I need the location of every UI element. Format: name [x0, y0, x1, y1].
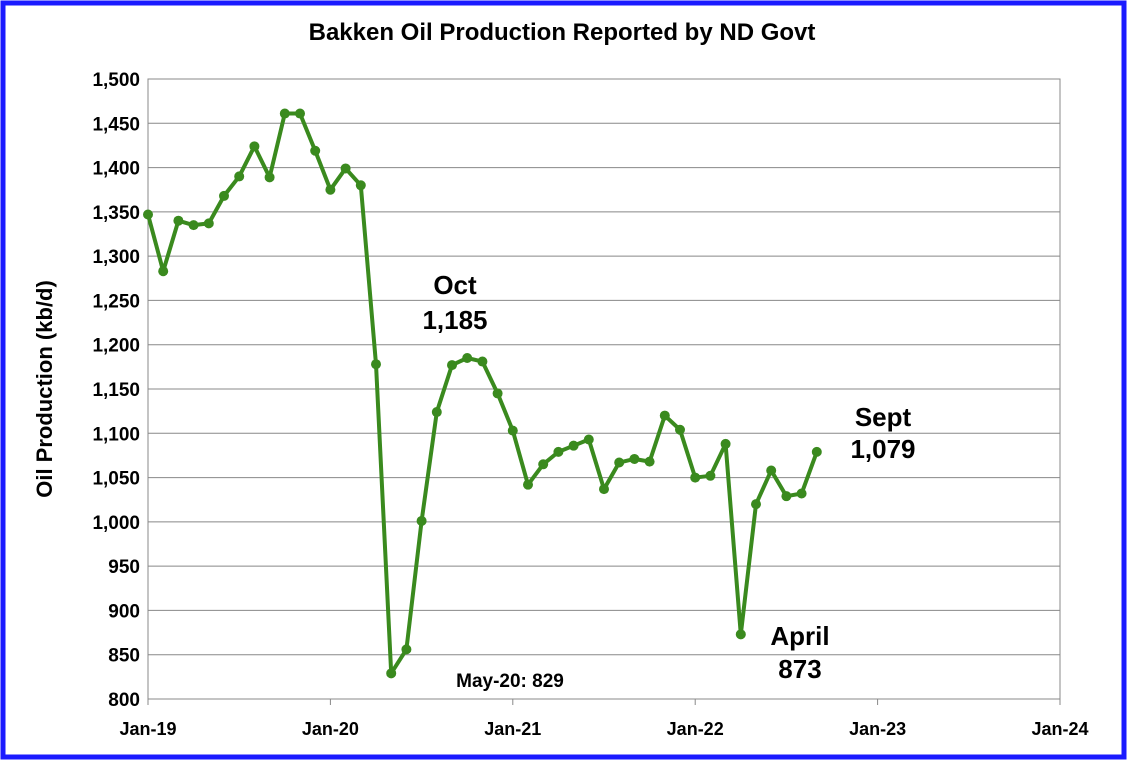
point	[295, 108, 305, 119]
annotation-value: 1,185	[422, 305, 487, 335]
x-tick-label: Jan-20	[302, 719, 359, 739]
y-tick-label: 850	[108, 646, 140, 667]
y-axis-label: Oil Production (kb/d)	[32, 280, 57, 498]
point	[523, 479, 533, 490]
point	[401, 644, 412, 655]
point	[173, 215, 184, 226]
y-tick-label: 1,000	[92, 513, 140, 534]
point	[264, 172, 275, 183]
x-tick-label: Jan-19	[119, 719, 176, 739]
point	[325, 184, 336, 195]
y-tick-label: 1,050	[92, 469, 140, 490]
annotation: Oct	[433, 270, 477, 300]
point	[659, 410, 670, 421]
annotation: May-20: 829	[456, 671, 564, 692]
point	[249, 141, 260, 152]
point	[811, 446, 822, 457]
point	[203, 218, 214, 229]
point	[477, 356, 488, 367]
y-tick-label: 1,300	[92, 247, 140, 268]
point	[492, 388, 503, 399]
point	[796, 488, 807, 499]
point	[553, 446, 564, 457]
point	[675, 424, 685, 435]
point	[234, 171, 245, 182]
point	[310, 145, 321, 156]
chart-title: Bakken Oil Production Reported by ND Gov…	[309, 19, 816, 46]
point	[447, 360, 457, 371]
y-tick-label: 800	[108, 690, 140, 711]
y-tick-label: 1,400	[92, 159, 140, 180]
point	[507, 425, 518, 436]
y-tick-label: 1,500	[92, 70, 140, 91]
point	[462, 353, 473, 363]
point	[735, 629, 746, 640]
point	[158, 266, 169, 277]
point	[371, 359, 381, 370]
x-tick-label: Jan-22	[667, 719, 724, 739]
x-tick-label: Jan-24	[1031, 719, 1088, 739]
point	[431, 407, 442, 418]
point	[568, 440, 579, 451]
point	[355, 180, 366, 191]
annotation-value: 873	[778, 654, 821, 684]
point	[188, 220, 199, 231]
point	[690, 472, 701, 483]
point	[416, 515, 427, 526]
point	[751, 499, 761, 510]
y-tick-label: 1,100	[92, 424, 140, 445]
point	[583, 434, 594, 445]
y-tick-label: 900	[108, 601, 140, 622]
annotation: Sept	[855, 402, 912, 432]
point	[629, 453, 640, 464]
y-tick-label: 1,250	[92, 291, 140, 312]
point	[781, 491, 792, 502]
x-tick-label: Jan-23	[849, 719, 906, 739]
y-tick-label: 1,450	[92, 114, 140, 135]
point	[386, 668, 397, 679]
point	[644, 456, 655, 467]
point	[599, 484, 609, 495]
x-tick-label: Jan-21	[484, 719, 541, 739]
point	[614, 457, 625, 468]
y-tick-label: 1,350	[92, 203, 140, 224]
point	[720, 438, 731, 449]
annotation-value: 1,079	[850, 434, 915, 464]
point	[279, 108, 290, 119]
y-tick-label: 1,200	[92, 336, 140, 357]
point	[538, 459, 549, 470]
y-tick-label: 1,150	[92, 380, 140, 401]
y-tick-label: 950	[108, 557, 140, 578]
point	[143, 209, 153, 220]
annotation: April	[770, 621, 829, 651]
point	[705, 470, 716, 481]
point	[340, 163, 351, 174]
point	[766, 465, 777, 476]
point	[219, 190, 229, 201]
